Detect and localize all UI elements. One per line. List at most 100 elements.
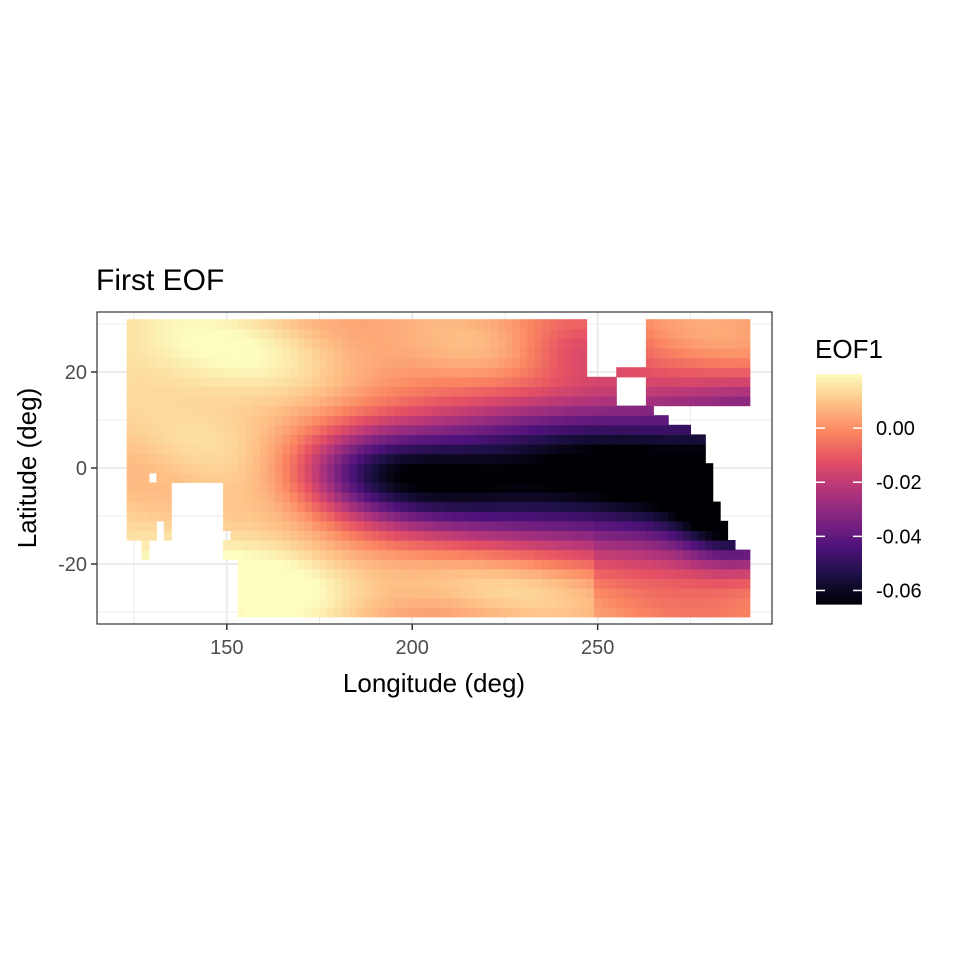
heatmap-cell [497, 549, 506, 560]
heatmap-cell [297, 568, 306, 579]
heatmap-cell [534, 424, 543, 435]
heatmap-cell [371, 453, 380, 464]
heatmap-cell [653, 578, 662, 589]
legend-color-step [816, 503, 862, 507]
heatmap-cell [252, 520, 261, 531]
heatmap-cell [638, 520, 647, 531]
heatmap-cell [549, 453, 558, 464]
heatmap-cell [364, 530, 373, 541]
heatmap-cell [186, 386, 195, 397]
heatmap-cell [504, 453, 513, 464]
heatmap-cell [623, 588, 632, 599]
heatmap-cell [601, 607, 610, 618]
heatmap-cell [156, 405, 165, 416]
heatmap-cell [712, 588, 721, 599]
heatmap-cell [460, 434, 469, 445]
heatmap-cell [223, 348, 232, 359]
heatmap-cell [171, 396, 180, 407]
heatmap-cell [326, 549, 335, 560]
heatmap-cell [504, 434, 513, 445]
heatmap-cell [267, 540, 276, 551]
legend-color-step [816, 474, 862, 479]
heatmap-cell [304, 328, 313, 339]
heatmap-cell [289, 472, 298, 483]
heatmap-cell [579, 444, 588, 455]
heatmap-cell [734, 588, 743, 599]
heatmap-cell [623, 501, 632, 512]
heatmap-cell [690, 520, 699, 531]
heatmap-cell [193, 405, 202, 416]
heatmap-cell [356, 501, 365, 512]
heatmap-cell [378, 376, 387, 387]
heatmap-cell [512, 348, 521, 359]
heatmap-cell [504, 540, 513, 551]
heatmap-cell [126, 453, 135, 464]
heatmap-cell [571, 415, 580, 426]
heatmap-cell [638, 405, 647, 416]
heatmap-cell [645, 472, 654, 483]
heatmap-cell [445, 434, 454, 445]
heatmap-cell [401, 328, 410, 339]
heatmap-cell [727, 568, 736, 579]
heatmap-cell [549, 511, 558, 522]
heatmap-cell [682, 588, 692, 599]
heatmap-cell [356, 376, 365, 387]
heatmap-cell [519, 482, 528, 493]
heatmap-cell [638, 453, 647, 464]
heatmap-cell [697, 386, 706, 397]
heatmap-cell [593, 511, 602, 522]
heatmap-cell [408, 472, 417, 483]
heatmap-cell [460, 597, 469, 608]
legend-color-step [816, 414, 862, 418]
heatmap-cell [579, 568, 588, 579]
heatmap-cell [571, 607, 580, 618]
heatmap-cell [497, 588, 506, 599]
heatmap-cell [660, 568, 669, 579]
heatmap-cell [601, 396, 610, 407]
heatmap-cell [223, 540, 232, 551]
legend-color-step [816, 494, 862, 499]
heatmap-cell [334, 568, 343, 579]
heatmap-cell [712, 357, 721, 368]
heatmap-cell [230, 482, 239, 493]
heatmap-cell [675, 434, 684, 445]
heatmap-cell [631, 415, 640, 426]
heatmap-cell [638, 444, 647, 455]
heatmap-cell [682, 482, 692, 493]
heatmap-cell [356, 472, 365, 483]
heatmap-cell [697, 444, 706, 455]
heatmap-cell [282, 415, 291, 426]
heatmap-cell [163, 376, 172, 387]
heatmap-cell [312, 376, 321, 387]
heatmap-cell [215, 434, 224, 445]
heatmap-cell [660, 367, 669, 378]
heatmap-cell [245, 328, 254, 339]
heatmap-cell [334, 405, 343, 416]
heatmap-cell [423, 424, 432, 435]
heatmap-cell [445, 444, 454, 455]
heatmap-cell [200, 424, 209, 435]
heatmap-cell [720, 357, 729, 368]
y-tick-label: -20 [58, 554, 87, 576]
heatmap-cell [378, 578, 387, 589]
heatmap-cell [682, 376, 692, 387]
heatmap-cell [720, 396, 729, 407]
heatmap-cell [267, 463, 276, 474]
heatmap-cell [668, 492, 677, 503]
heatmap-cell [297, 453, 306, 464]
heatmap-cell [445, 357, 454, 368]
heatmap-cell [237, 482, 246, 493]
heatmap-cell [260, 530, 269, 541]
heatmap-cell [141, 424, 150, 435]
heatmap-cell [638, 501, 647, 512]
heatmap-cell [415, 396, 424, 407]
heatmap-cell [542, 549, 551, 560]
heatmap-cell [408, 568, 417, 579]
heatmap-cell [512, 424, 521, 435]
heatmap-cell [275, 463, 284, 474]
heatmap-cell [393, 568, 402, 579]
heatmap-cell [564, 482, 573, 493]
heatmap-cell [534, 396, 543, 407]
heatmap-cell [512, 540, 521, 551]
heatmap-cell [675, 559, 684, 570]
